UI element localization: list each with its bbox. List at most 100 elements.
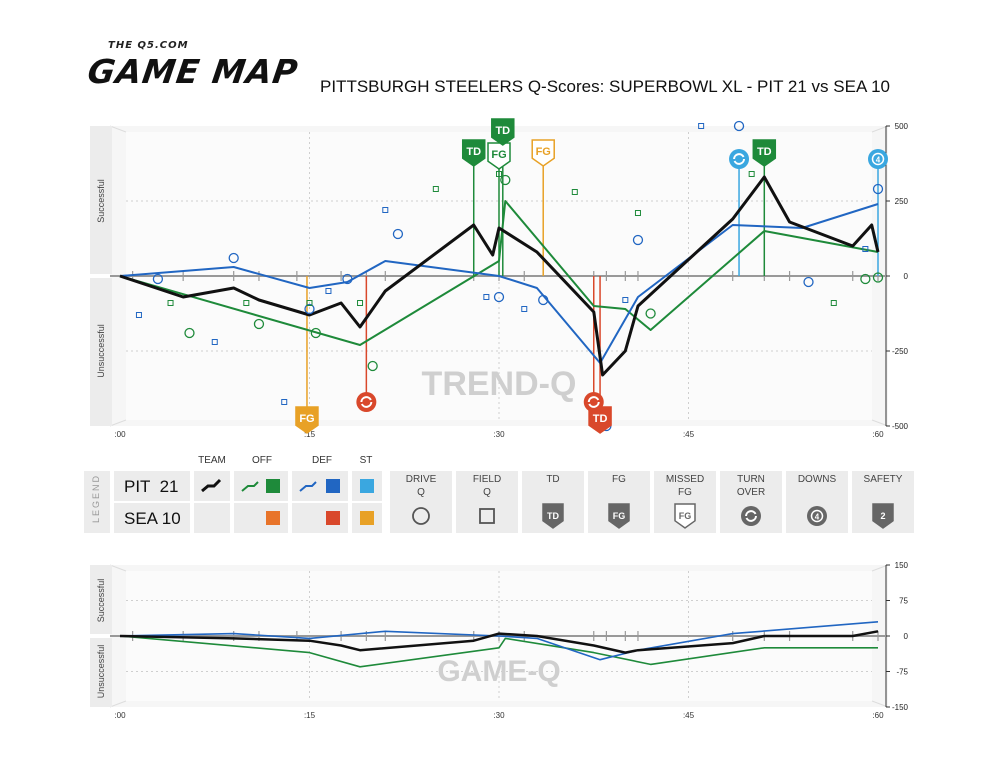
y-tick-label: -500 [892,422,909,431]
scoring-marker-td: TD [588,406,612,434]
drive-q-point [392,228,404,240]
downs-icon: 4 [807,506,827,526]
turnover-icon [741,506,761,526]
x-tick-label: :30 [493,430,505,439]
drive-q-point [228,252,239,264]
field-q-point [281,399,288,405]
x-tick-label: :30 [493,711,505,720]
scoring-marker-td: TD [461,139,486,167]
field-q-point [748,171,755,177]
svg-text:FG: FG [536,146,551,158]
series-line-def [119,621,879,661]
svg-text:TD: TD [593,413,608,425]
scoring-marker-fg: FG [295,406,319,434]
svg-text:TD: TD [466,146,481,158]
x-tick-label: :60 [872,711,884,720]
ylabel-unsuccessful: Unsuccessful [96,324,106,378]
game-q-chart: Successful Unsuccessful:00:15:30:45:60 150… [90,561,909,720]
legend-item-label: TURN OVER [736,474,766,498]
y-tick-label: -150 [892,703,909,712]
scoring-marker-td: TD [752,139,777,167]
drive-q-point [493,291,505,303]
svg-text:TD: TD [757,146,772,158]
drive-q-point [304,303,315,315]
downs-icon: 4 [868,149,888,169]
drive-q-point [538,294,549,306]
legend-item-label: SAFETY [863,474,903,485]
turnover-icon [583,392,604,412]
legend-item-label: FG [612,474,626,485]
field-q-point [357,300,364,306]
legend-pit-def-box [326,479,340,493]
legend-pit-st-box [360,479,374,493]
x-tick-label: :60 [872,430,884,439]
legend-header-off: OFF [252,455,272,466]
field-q-point [483,294,490,300]
svg-text:FG: FG [613,511,626,521]
legend-pit-off-line [241,481,259,492]
field-q-point [571,189,578,195]
unsuccessful-strip [90,638,112,707]
field-q-point [698,123,705,129]
scoring-marker-fg: FG [531,139,555,167]
legend-header-st: ST [359,455,373,466]
field-q-point [382,207,389,213]
fg-shield-icon: FG [608,503,630,529]
y-tick-label: 150 [895,561,909,570]
field-q-point [830,300,837,306]
field-q-point [167,300,174,306]
series-line-def [119,203,879,364]
y-tick-label: 0 [904,632,909,641]
drive-q-point [367,360,378,372]
svg-text:TD: TD [547,511,559,521]
legend-team-swatch-cell [194,503,230,533]
drive-q-point [733,120,745,132]
drive-q-point [632,234,644,246]
missed-fg-shield-icon: FG [674,503,696,529]
series-line-off [119,635,878,668]
field-q-point [496,171,502,177]
legend-sea-st-box [360,511,374,525]
field-q-point [211,339,218,345]
watermark: GAME-Q [437,655,560,688]
legend-item-label: DOWNS [797,474,837,485]
brand-site: THE Q5.COM [108,40,189,51]
y-tick-label: -250 [892,347,909,356]
svg-text:TD: TD [495,125,510,137]
turnover-glyph [741,506,761,526]
legend-team-swatch [201,478,222,493]
legend-pit-def-line [299,481,317,492]
td-shield-icon: TD [542,503,564,529]
svg-text:2: 2 [880,511,885,521]
field-q-point [243,300,250,306]
legend-item-cell [390,471,452,533]
downs-glyph: 4 [807,506,827,526]
field-q-point [622,297,629,303]
x-tick-label: :45 [683,430,695,439]
legend-sea-def-box [326,511,340,525]
x-tick-label: :15 [304,711,316,720]
x-tick-label: :00 [114,711,126,720]
trend-q-chart: Successful Unsuccessful:00:15:30:45:60 500… [90,118,909,439]
y-tick-label: 250 [895,197,909,206]
series-line-team [119,175,880,377]
y-tick-label: 75 [899,597,908,606]
legend-item-label: TD [546,474,560,485]
svg-text:FG: FG [299,413,314,425]
y-tick-label: 0 [904,272,909,281]
drive-q-point [803,276,814,288]
x-tick-label: :15 [304,430,316,439]
watermark: TREND-Q [422,365,577,403]
drive-q-point [872,183,884,195]
x-tick-label: :00 [114,430,126,439]
x-tick-label: :45 [683,711,695,720]
field-q-point [862,246,869,252]
legend-team-cell [114,471,190,501]
drive-q-point [184,327,195,339]
circle-icon [412,507,430,525]
svg-text:4: 4 [876,156,881,165]
drive-q-point [342,273,353,285]
legend-sea-off-box [266,511,280,525]
legend-header-team: TEAM [198,455,226,466]
turnover-icon [356,392,377,412]
